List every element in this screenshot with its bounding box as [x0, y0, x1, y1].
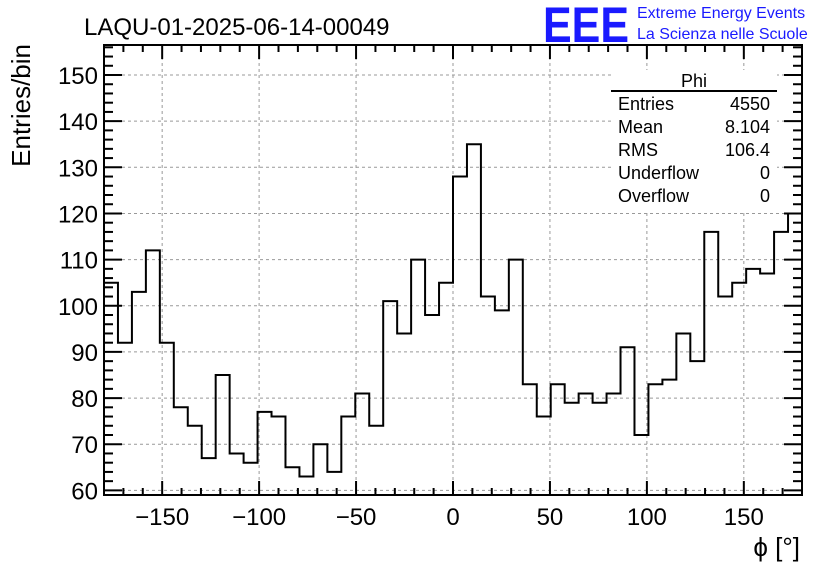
histogram-bin — [774, 232, 788, 495]
x-tick-label: 150 — [724, 504, 764, 531]
histogram-bin — [230, 453, 244, 495]
histogram-bin — [607, 393, 621, 495]
histogram-bin — [439, 283, 453, 495]
histogram-bin — [509, 260, 523, 495]
x-tick-label: 50 — [537, 504, 564, 531]
histogram-bin — [383, 301, 397, 495]
y-tick-labels: 60 70 80 90 100 110 120 130 140 150 — [58, 63, 98, 505]
logo-line2: La Scienza nelle Scuole — [637, 26, 808, 43]
histogram-bin — [453, 177, 467, 495]
histogram-bin — [690, 361, 704, 495]
histogram-bin — [718, 297, 732, 495]
histogram-bin — [523, 384, 537, 495]
histogram-bin — [313, 444, 327, 495]
histogram-bin — [272, 417, 286, 495]
y-tick-label: 140 — [58, 109, 98, 136]
stats-row-value: 0 — [760, 163, 770, 183]
y-tick-label: 150 — [58, 63, 98, 90]
histogram-bin — [341, 417, 355, 495]
histogram-bin — [369, 426, 383, 495]
stats-row-value: 8.104 — [725, 117, 770, 137]
histogram-bin — [174, 407, 188, 495]
stats-row-value: 4550 — [730, 94, 770, 114]
histogram-bin — [662, 380, 676, 495]
stats-rows: Entries 4550 Mean 8.104 RMS 106.4 Underflow 0 Ov… — [618, 94, 770, 206]
histogram-bin — [160, 343, 174, 495]
x-tick-label: −150 — [135, 504, 189, 531]
histogram-bin — [425, 315, 439, 495]
stats-row-label: Mean — [618, 117, 663, 137]
y-tick-label: 90 — [71, 340, 98, 367]
x-tick-labels: −150 −100 −50 0 50 100 150 — [135, 504, 764, 531]
y-tick-label: 70 — [71, 432, 98, 459]
histogram-bin — [397, 333, 411, 495]
stats-row-label: Underflow — [618, 163, 700, 183]
stats-box: Phi Entries 4550 Mean 8.104 RMS 106.4 Underflo… — [611, 70, 777, 210]
logo-line1: Extreme Energy Events — [637, 5, 805, 22]
x-tick-label: 0 — [446, 504, 459, 531]
x-tick-label: −50 — [336, 504, 377, 531]
histogram-bin — [299, 477, 313, 495]
x-tick-label: −100 — [232, 504, 286, 531]
y-tick-label: 60 — [71, 478, 98, 505]
histogram-bin — [202, 458, 216, 495]
stats-row-label: Overflow — [618, 186, 690, 206]
stats-row-label: Entries — [618, 94, 674, 114]
histogram-bin — [327, 472, 341, 495]
y-tick-label: 130 — [58, 155, 98, 182]
stats-row-label: RMS — [618, 140, 658, 160]
histogram-bin — [244, 463, 258, 495]
histogram-bin — [216, 375, 230, 495]
stats-row-value: 0 — [760, 186, 770, 206]
histogram-bin — [495, 310, 509, 495]
y-tick-label: 100 — [58, 294, 98, 321]
histogram-bin — [676, 333, 690, 495]
histogram-bin — [579, 393, 593, 495]
x-axis-label: ϕ [°] — [753, 532, 800, 562]
stats-title: Phi — [681, 71, 707, 91]
histogram-bin — [355, 393, 369, 495]
y-tick-label: 120 — [58, 201, 98, 228]
histogram-bin — [411, 260, 425, 495]
x-tick-label: 100 — [627, 504, 667, 531]
histogram-bin — [746, 269, 760, 495]
histogram-bin — [648, 384, 662, 495]
chart-title: LAQU-01-2025-06-14-00049 — [84, 14, 390, 41]
y-tick-label: 80 — [71, 386, 98, 413]
histogram-bin — [537, 417, 551, 495]
histogram-bin — [593, 403, 607, 495]
axis-ticks — [104, 45, 802, 495]
stats-box-background — [611, 70, 777, 210]
eee-logo: EEE Extreme Energy Events La Scienza nel… — [543, 0, 808, 53]
histogram-bin — [467, 144, 481, 495]
histogram-bin — [704, 232, 718, 495]
histogram-bin — [621, 347, 635, 495]
y-axis-label: Entries/bin — [6, 44, 36, 167]
histogram-bin — [132, 292, 146, 495]
histogram-bin — [481, 297, 495, 495]
histogram-bin — [188, 426, 202, 495]
y-tick-label: 110 — [60, 248, 98, 275]
histogram-bin — [760, 273, 774, 495]
histogram-bin — [118, 343, 132, 495]
histogram-bin — [551, 384, 565, 495]
histogram-bin — [146, 250, 160, 495]
histogram-bin — [732, 283, 746, 495]
histogram-outline — [104, 143, 802, 478]
histogram-bin — [565, 403, 579, 495]
stats-row-value: 106.4 — [725, 140, 770, 160]
